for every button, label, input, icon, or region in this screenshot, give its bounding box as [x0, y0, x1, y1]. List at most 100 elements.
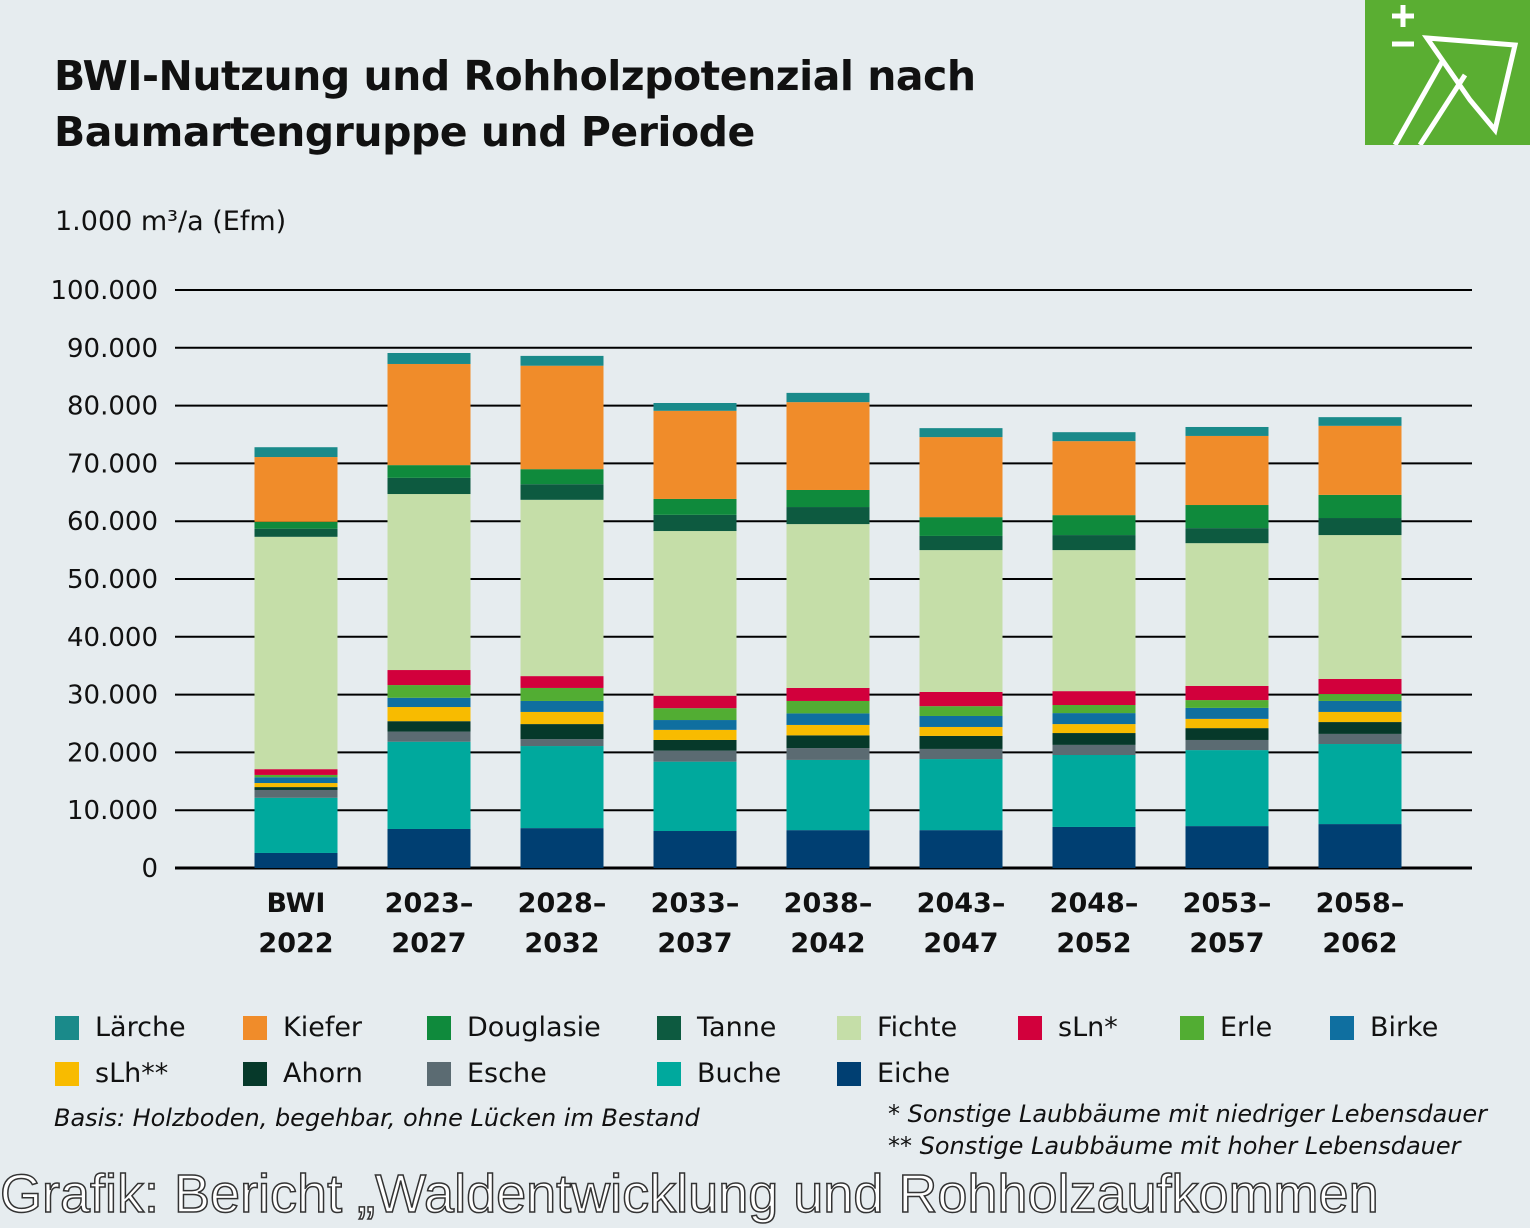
bar-segment-eiche [387, 828, 471, 868]
bar-segment-douglasie [387, 465, 471, 478]
bar-segment-fichte [254, 536, 338, 770]
legend-swatch [1180, 1016, 1204, 1040]
bar-segment-tanne [653, 514, 737, 532]
y-tick-label: 20.000 [67, 738, 158, 768]
bar-segment-buche [387, 741, 471, 829]
bar-segment-slh [1185, 718, 1269, 729]
legend-label: Esche [467, 1058, 547, 1089]
bar-segment-ahorn [1185, 728, 1269, 740]
legend-item: Esche [427, 1058, 547, 1090]
chart-title: BWI-Nutzung und Rohholzpotenzial nach Ba… [54, 48, 976, 160]
bar-segment-tanne [919, 535, 1003, 551]
bar-segment-esche [1052, 744, 1136, 756]
legend-label: Douglasie [467, 1012, 601, 1043]
bar-segment-sln [1052, 691, 1136, 706]
x-tick-label: 2043– [917, 888, 1006, 919]
x-tick-label: 2038– [784, 888, 873, 919]
y-tick-label: 30.000 [67, 681, 158, 711]
bar-segment-esche [786, 748, 870, 760]
y-tick-label: 40.000 [67, 623, 158, 653]
bar-segment-fichte [1185, 543, 1269, 686]
bar-segment-fichte [786, 524, 870, 688]
bar-segment-ahorn [919, 735, 1003, 749]
x-tick-label: 2022 [258, 928, 333, 959]
bar-segment-kiefer [919, 437, 1003, 518]
legend-swatch [243, 1016, 267, 1040]
legend-swatch [837, 1062, 861, 1086]
bar-segment-tanne [786, 507, 870, 525]
legend-item: sLh** [55, 1058, 168, 1090]
bar-segment-buche [1185, 750, 1269, 827]
watermark: Grafik: Bericht „Waldentwicklung und Roh… [0, 1163, 1379, 1225]
bar-segment-slh [387, 707, 471, 722]
bar-segment-birke [919, 715, 1003, 727]
bar-segment-birke [387, 697, 471, 708]
bar-segment-birke [1185, 707, 1269, 719]
logo [1365, 0, 1530, 147]
bar-segment-ahorn [520, 724, 604, 740]
y-tick-label: 10.000 [67, 796, 158, 826]
bar-segment-douglasie [254, 521, 338, 529]
bar-segment-douglasie [786, 489, 870, 508]
bar-segment-erle [786, 700, 870, 714]
bar-segment-slh [1318, 711, 1402, 723]
bar-segment-slh [919, 726, 1003, 736]
y-axis-label: 1.000 m³/a (Efm) [55, 206, 287, 237]
bar-segment-ahorn [254, 787, 338, 790]
title-line-1: BWI-Nutzung und Rohholzpotenzial nach [54, 52, 976, 100]
bar-segment-sln [520, 676, 604, 688]
bar-segment-slh [254, 783, 338, 788]
bar-segment-tanne [387, 477, 471, 495]
bar-segment-eiche [1318, 824, 1402, 868]
bar-segment-birke [520, 700, 604, 712]
legend-label: Eiche [877, 1058, 951, 1089]
bar-segment-slh [786, 724, 870, 736]
bar-segment-buche [254, 797, 338, 853]
bar-segment-slh [1052, 724, 1136, 734]
x-tick-label: 2027 [391, 928, 466, 959]
axe-plus-minus-icon [1392, 5, 1519, 147]
footnote-slh: ** Sonstige Laubbäume mit hoher Lebensda… [888, 1132, 1461, 1160]
legend-item: Lärche [55, 1012, 186, 1044]
legend-swatch [1018, 1016, 1042, 1040]
legend-swatch [55, 1062, 79, 1086]
bar-segment-slh [653, 729, 737, 740]
legend-swatch [657, 1016, 681, 1040]
legend-item: Tanne [657, 1012, 776, 1044]
legend-swatch [243, 1062, 267, 1086]
bar-segment-buche [786, 759, 870, 831]
legend-item: Buche [657, 1058, 781, 1090]
bar-segment-esche [653, 750, 737, 762]
legend-item: sLn* [1018, 1012, 1118, 1044]
footnote-sln: * Sonstige Laubbäume mit niedriger Leben… [888, 1100, 1488, 1128]
bar-segment-erle [520, 687, 604, 701]
legend-label: Tanne [697, 1012, 777, 1043]
bar-segment-eiche [786, 830, 870, 868]
bar-segment-sln [1318, 678, 1402, 695]
bar-segment-sln [1185, 685, 1269, 701]
legend-swatch [657, 1062, 681, 1086]
bar-segment-lrche [653, 402, 737, 411]
bar-segment-buche [1052, 755, 1136, 827]
bar-segment-douglasie [1052, 515, 1136, 536]
bar-segment-lrche [1052, 432, 1136, 442]
x-tick-label: 2053– [1183, 888, 1272, 919]
bar-segment-kiefer [520, 365, 604, 470]
bar-segment-sln [387, 670, 471, 686]
x-tick-label: 2057 [1189, 928, 1264, 959]
x-tick-label: 2048– [1050, 888, 1139, 919]
bar-segment-lrche [387, 353, 471, 364]
bar-segment-erle [1052, 705, 1136, 714]
bar-segment-buche [520, 746, 604, 829]
bar-segment-esche [1185, 739, 1269, 751]
bar-segment-douglasie [919, 517, 1003, 536]
bar-segment-fichte [1052, 550, 1136, 692]
legend-swatch [427, 1062, 451, 1086]
x-tick-label: BWI [267, 888, 326, 919]
legend-label: Ahorn [283, 1058, 363, 1089]
y-tick-label: 90.000 [67, 334, 158, 364]
bar-segment-tanne [1318, 518, 1402, 536]
bar-segment-kiefer [254, 457, 338, 522]
bar-segment-esche [387, 731, 471, 742]
bar-segment-slh [520, 711, 604, 725]
